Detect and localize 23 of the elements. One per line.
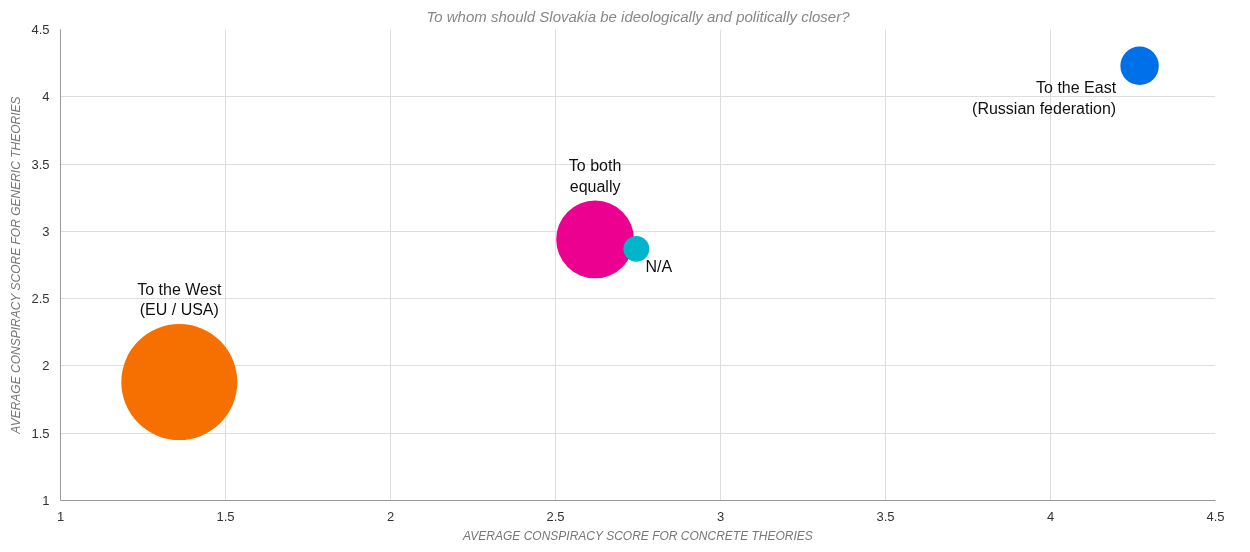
- x-tick-label: 3.5: [876, 508, 895, 524]
- x-tick-label: 1.5: [216, 508, 235, 524]
- x-tick-label: 2.5: [546, 508, 565, 524]
- series-label: N/A: [645, 257, 673, 275]
- x-tick-label: 2: [386, 508, 395, 524]
- x-tick-label: 4: [1046, 508, 1055, 524]
- series-label: To the West (EU / USA): [137, 280, 222, 319]
- y-axis-title: AVERAGE CONSPIRACY SCORE FOR GENERIC THEORIES: [9, 96, 24, 435]
- y-tick-label: 2: [42, 358, 50, 374]
- series-label: To the East (Russian federation): [972, 79, 1117, 117]
- x-axis-title: AVERAGE CONSPIRACY SCORE FOR CONCRETE THEORIES: [461, 528, 813, 543]
- y-tick-label: 2.5: [31, 291, 50, 307]
- x-tick-label: 3: [716, 508, 725, 524]
- chart-title: To whom should Slovakia be ideologically and politically closer?: [426, 7, 851, 25]
- y-tick-label: 3: [42, 223, 50, 239]
- y-tick-label: 3.5: [31, 156, 50, 172]
- x-tick-label: 4.5: [1206, 508, 1225, 524]
- y-tick-label: 1.5: [31, 425, 50, 441]
- series-label: To both equally: [568, 157, 622, 195]
- y-tick-label: 4.5: [31, 22, 50, 37]
- y-tick-label: 4: [42, 89, 50, 105]
- y-tick-label: 1: [42, 493, 50, 508]
- x-tick-label: 1: [56, 508, 65, 524]
